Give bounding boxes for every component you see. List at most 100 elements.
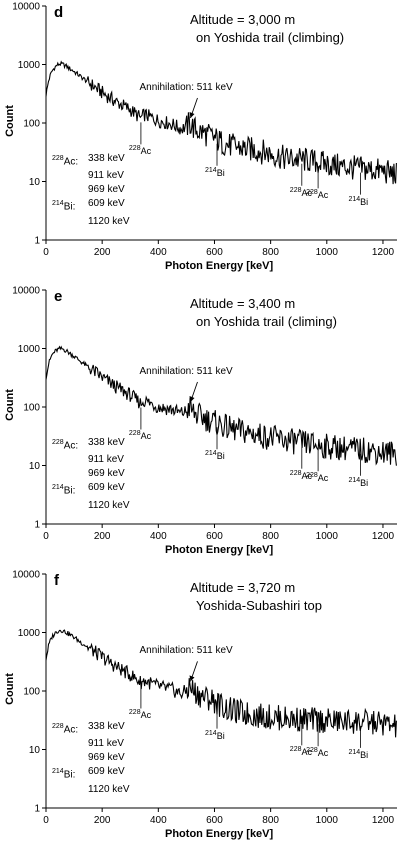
legend-row: 228Ac: 338 keV	[52, 436, 130, 453]
chart-svg: 1 10 100 1000 10000 0 200 400 600 800 1000 1200	[12, 286, 397, 542]
peak-label: 228Ac	[129, 430, 151, 441]
peak-label: 214Bi	[348, 477, 368, 488]
y-axis-title: Count	[3, 389, 16, 421]
x-axis-title: Photon Energy [keV]	[165, 828, 274, 840]
y-tick-label: 1000	[18, 60, 41, 71]
legend-symbol: Bi:	[63, 769, 76, 781]
peak-isotope: 228	[128, 430, 141, 438]
annihilation-label: Annihilation: 511 keV	[139, 645, 233, 657]
x-tick-label: 0	[43, 247, 49, 258]
peak-isotope: 228	[306, 747, 318, 755]
legend-symbol: Bi:	[63, 201, 76, 213]
annihilation-label: Annihilation: 511 keV	[139, 366, 233, 377]
spectrum-line	[45, 60, 397, 185]
annihilation-label: Annihilation: 511 keV	[139, 82, 233, 93]
peak-isotope: 228	[128, 709, 141, 717]
peak-element: Bi	[360, 196, 369, 207]
legend-element	[52, 453, 88, 467]
peak-label: 214Bi	[205, 450, 225, 461]
spectrum-panel-d: 1 10 100 1000 10000 0 200 400 600 800 1000 1200 228A…	[0, 0, 400, 284]
legend-energy: 1120 keV	[88, 499, 130, 511]
y-tick-label: 10000	[12, 570, 40, 581]
legend-row: 214Bi: 609 keV	[52, 765, 130, 782]
y-axis-title: Count	[3, 105, 16, 137]
y-tick-label: 10000	[12, 286, 40, 297]
x-tick-label: 1000	[316, 247, 339, 258]
peak-legend: 228Ac: 338 keV 911 keV 969 keV 214Bi: 609 keV…	[52, 436, 130, 513]
peak-element: Bi	[216, 167, 225, 178]
legend-energy: 911 keV	[88, 738, 124, 750]
legend-element: 214Bi:	[52, 197, 88, 214]
y-tick-label: 100	[23, 119, 40, 130]
x-tick-label: 800	[262, 247, 279, 258]
legend-row: 1120 keV	[52, 499, 130, 513]
panel-letter: e	[54, 288, 63, 305]
y-tick-label: 10	[29, 177, 41, 188]
peak-label: 228Ac	[290, 470, 312, 481]
chart-svg: 1 10 100 1000 10000 0 200 400 600 800 1000 1200	[12, 570, 397, 826]
y-tick-label: 1000	[18, 344, 41, 355]
y-tick-label: 10000	[12, 2, 40, 13]
peak-element: Ac	[301, 187, 312, 198]
legend-energy: 969 keV	[88, 752, 125, 764]
peak-label: 228Ac	[290, 746, 312, 757]
peak-legend: 228Ac: 338 keV 911 keV 969 keV 214Bi: 609 keV…	[52, 152, 130, 229]
peak-legend: 228Ac: 338 keV 911 keV 969 keV 214Bi: 609 keV…	[52, 720, 130, 797]
legend-energy: 969 keV	[88, 468, 125, 480]
legend-element	[52, 783, 88, 797]
x-tick-label: 1200	[372, 247, 395, 258]
x-tick-label: 200	[94, 815, 111, 826]
legend-energy: 1120 keV	[88, 783, 130, 795]
x-axis-title: Photon Energy [keV]	[165, 544, 274, 556]
peak-element: Ac	[140, 431, 152, 442]
peak-isotope: 228	[289, 469, 302, 477]
legend-symbol: Ac:	[63, 440, 79, 452]
panel-title: Altitude = 3,000 m	[190, 12, 296, 27]
x-tick-label: 1000	[316, 531, 339, 542]
peak-label: 228Ac	[129, 145, 151, 156]
legend-row: 969 keV	[52, 467, 130, 481]
peak-label: 228Ac	[306, 189, 328, 200]
legend-row: 911 keV	[52, 169, 130, 183]
peak-label: 214Bi	[348, 196, 368, 207]
panel-letter: d	[54, 4, 64, 21]
x-axis-title: Photon Energy [keV]	[165, 260, 274, 272]
annihilation-arrowhead	[189, 396, 195, 402]
legend-symbol: Ac:	[63, 156, 79, 168]
legend-energy: 338 keV	[88, 153, 125, 164]
legend-row: 911 keV	[52, 453, 130, 467]
y-tick-label: 10	[29, 745, 41, 756]
x-tick-label: 0	[43, 531, 49, 542]
legend-row: 1120 keV	[52, 783, 130, 797]
x-tick-label: 600	[206, 815, 223, 826]
peak-isotope: 214	[205, 166, 217, 174]
peak-element: Ac	[301, 470, 312, 481]
legend-row: 1120 keV	[52, 215, 130, 229]
legend-energy: 609 keV	[88, 766, 125, 778]
legend-element	[52, 467, 88, 481]
legend-energy: 911 keV	[88, 454, 124, 466]
spectrum-panel-e: 1 10 100 1000 10000 0 200 400 600 800 1000 1200 228A…	[0, 284, 400, 568]
peak-label: 228Ac	[129, 709, 151, 720]
peak-isotope: 214	[205, 729, 217, 737]
legend-row: 228Ac: 338 keV	[52, 720, 130, 737]
y-tick-label: 1	[34, 804, 40, 815]
peak-element: Ac	[317, 190, 329, 201]
peak-label: 228Ac	[306, 747, 328, 758]
legend-element: 228Ac:	[52, 436, 88, 453]
legend-isotope: 228	[52, 723, 64, 730]
peak-element: Ac	[301, 747, 312, 758]
legend-row: 911 keV	[52, 737, 130, 751]
legend-energy: 969 keV	[88, 184, 125, 196]
peak-element: Ac	[140, 146, 152, 157]
peak-isotope: 228	[289, 746, 302, 754]
peak-label: 228Ac	[306, 472, 328, 483]
peak-element: Bi	[216, 730, 225, 741]
legend-element	[52, 499, 88, 513]
peak-label: 214Bi	[348, 749, 368, 760]
legend-element	[52, 751, 88, 765]
legend-energy: 338 keV	[88, 721, 125, 732]
y-tick-label: 1000	[18, 628, 41, 639]
legend-isotope: 214	[52, 484, 64, 492]
chart-svg: 1 10 100 1000 10000 0 200 400 600 800 1000 1200	[12, 2, 397, 258]
